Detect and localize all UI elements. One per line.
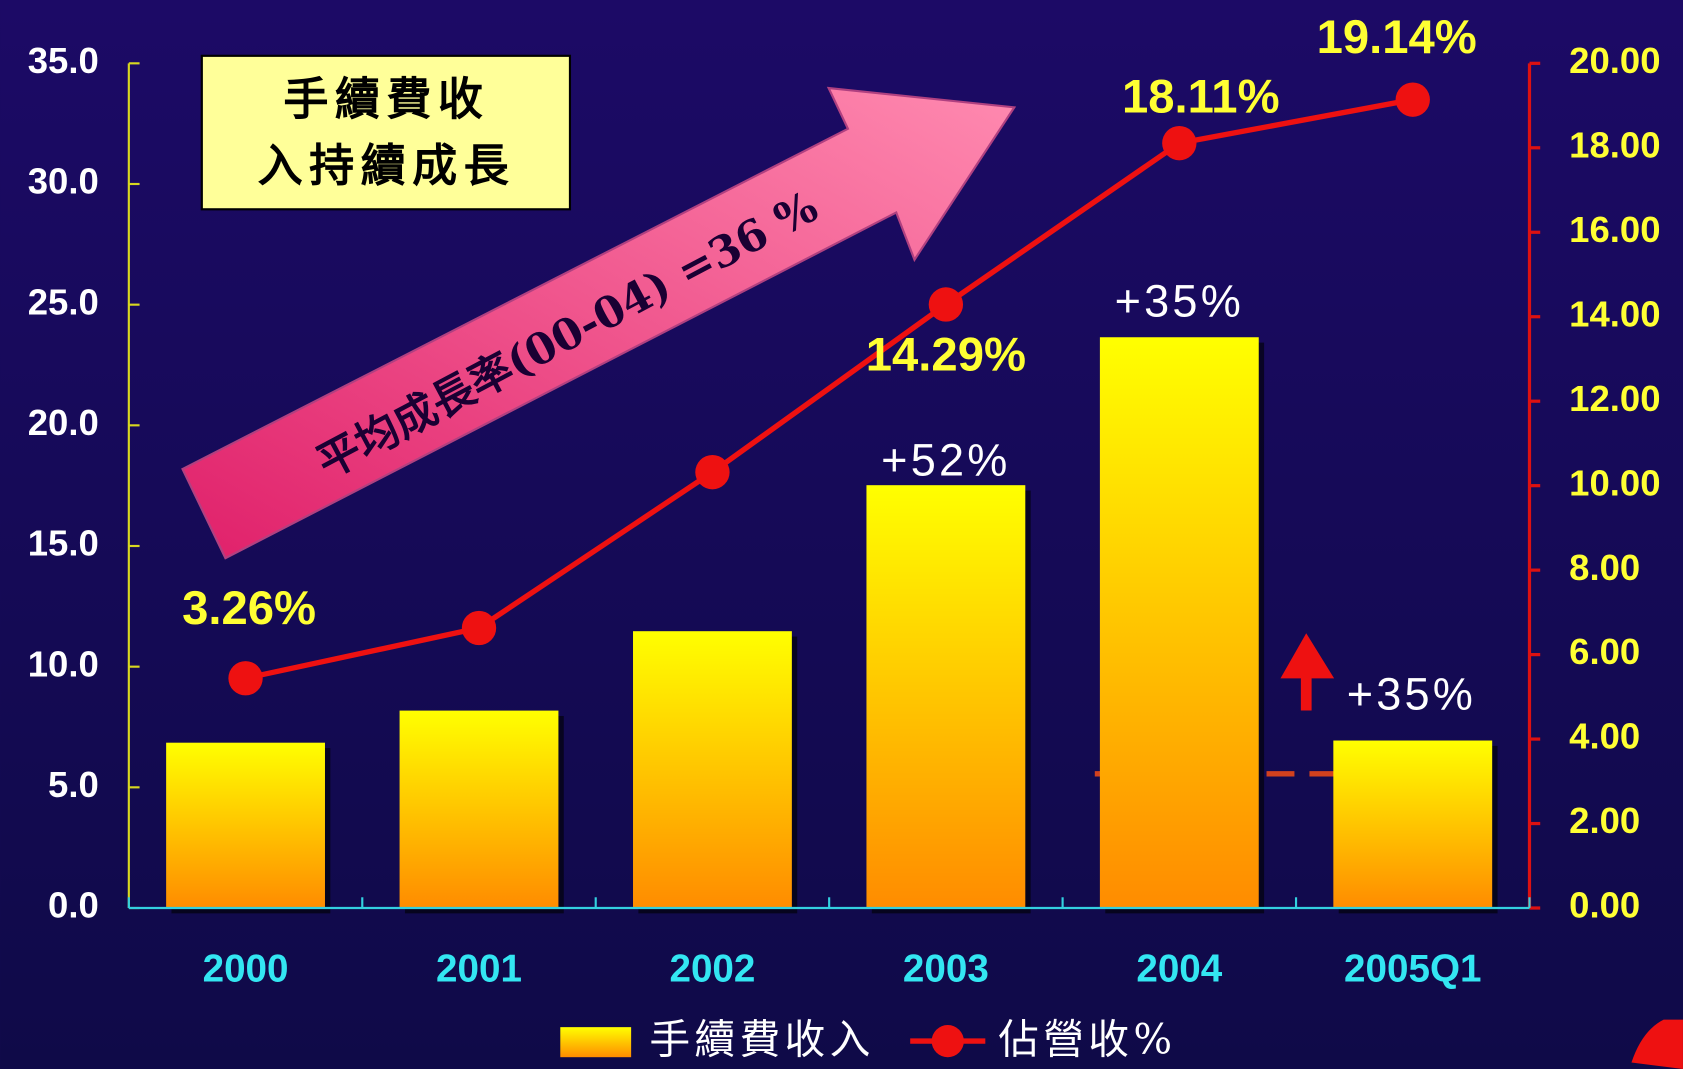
x-tick-label: 2002 (669, 948, 755, 991)
x-tick-label: 2004 (1136, 948, 1222, 991)
note-text: 手續費收 (283, 73, 489, 126)
chart: 平均成長率(00-04) =36 % 手續費收 入持續成長 0.05.010.0… (0, 0, 1683, 1069)
y-tick-label: 15.0 (28, 523, 99, 564)
y-tick-label: 25.0 (28, 281, 99, 322)
legend-swatch (560, 1027, 631, 1057)
y2-tick-label: 14.00 (1569, 293, 1660, 334)
y2-tick-label: 0.00 (1569, 885, 1640, 926)
y2-tick-label: 8.00 (1569, 547, 1640, 588)
y2-tick-label: 20.00 (1569, 40, 1660, 81)
x-tick-label: 2003 (903, 948, 989, 991)
y-tick-label: 30.0 (28, 161, 99, 202)
bar (400, 711, 559, 908)
growth-label: +35% (1347, 669, 1476, 720)
bar (1333, 741, 1492, 908)
line-marker (1396, 82, 1430, 116)
note-text: 入持續成長 (258, 139, 516, 192)
line-marker (462, 611, 496, 645)
line-marker (695, 455, 729, 489)
y2-tick-label: 4.00 (1569, 716, 1640, 757)
y-tick-label: 10.0 (28, 643, 99, 684)
y-tick-label: 0.0 (48, 885, 99, 926)
x-tick-label: 2005Q1 (1344, 948, 1481, 991)
legend-label: 手續費收入 (649, 1016, 874, 1064)
y-tick-label: 20.0 (28, 402, 99, 443)
line-marker (228, 661, 262, 695)
value-label: 19.14% (1317, 11, 1477, 64)
bar (633, 631, 792, 908)
y2-tick-label: 18.00 (1569, 124, 1660, 165)
value-label: 18.11% (1122, 71, 1280, 124)
legend-marker (932, 1025, 964, 1057)
value-label: 14.29% (866, 329, 1026, 382)
legend-label: 佔營收% (998, 1016, 1176, 1064)
bar (166, 743, 325, 908)
growth-label: +52% (881, 435, 1010, 486)
y2-tick-label: 12.00 (1569, 378, 1660, 419)
x-tick-label: 2000 (203, 948, 289, 991)
page: {"chart_data": { "type": "bar-line", "ca… (0, 0, 1683, 1069)
line-marker (929, 287, 963, 321)
line-marker (1162, 126, 1196, 160)
y2-tick-label: 6.00 (1569, 631, 1640, 672)
y2-tick-label: 16.00 (1569, 209, 1660, 250)
bar (1100, 337, 1259, 908)
y2-tick-label: 2.00 (1569, 800, 1640, 841)
x-tick-label: 2001 (436, 948, 522, 991)
growth-label: +35% (1115, 276, 1244, 327)
bar (866, 485, 1025, 908)
point-annotation: 3.26% (182, 582, 316, 635)
y-tick-label: 5.0 (48, 764, 99, 805)
y-tick-label: 35.0 (28, 40, 99, 81)
y2-tick-label: 10.00 (1569, 462, 1660, 503)
